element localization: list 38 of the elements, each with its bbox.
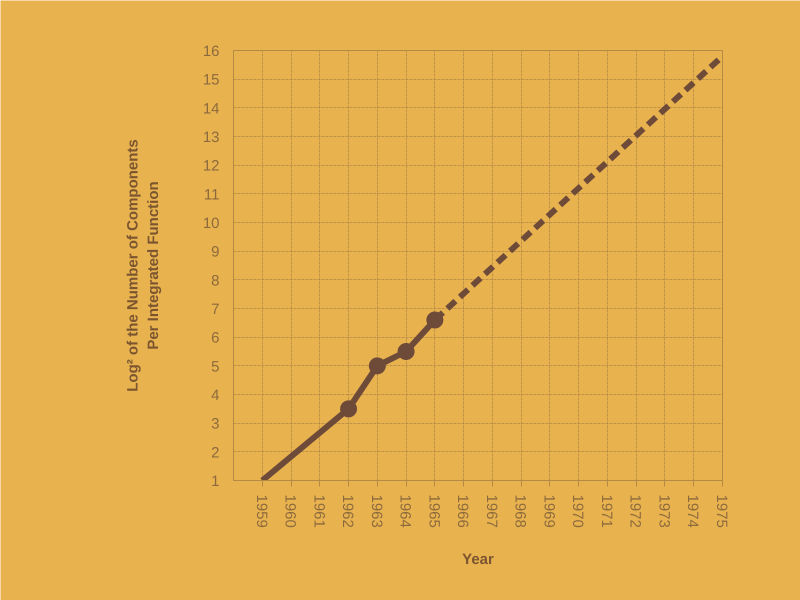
point — [340, 400, 358, 418]
point — [398, 343, 415, 360]
y-axis-title: Log² of the Number of Components Per Integrated Function — [124, 139, 162, 392]
x-tick-label: 1974 — [684, 494, 702, 528]
x-tick-label: 1966 — [454, 494, 472, 528]
x-tick-label: 1960 — [282, 494, 299, 528]
x-tick-label: 1964 — [396, 494, 414, 528]
x-tick-label: 1965 — [425, 494, 442, 528]
y-tick-label: 9 — [211, 244, 220, 261]
y-tick-label: 16 — [202, 43, 220, 60]
y-tick-label: 5 — [211, 358, 220, 376]
y-tick-label: 1 — [211, 473, 220, 490]
x-tick-label: 1962 — [339, 494, 356, 528]
x-tick-label: 1959 — [252, 494, 270, 528]
x-tick-label: 1973 — [655, 494, 672, 528]
x-tick-label: 1971 — [598, 494, 615, 528]
x-tick-label: 1963 — [368, 494, 385, 528]
y-tick-label: 12 — [202, 158, 220, 175]
y-tick-label: 15 — [202, 72, 220, 89]
x-tick-label: 1961 — [310, 494, 328, 528]
y-tick-label: 4 — [211, 387, 220, 404]
y-tick-label: 14 — [202, 100, 220, 118]
y-tick-label: 10 — [202, 215, 220, 232]
x-tick-label: 1970 — [569, 494, 586, 528]
x-tick-label: 1975 — [713, 494, 730, 528]
point — [368, 357, 386, 374]
x-axis-title: Year — [462, 550, 494, 568]
y-tick-label: 7 — [211, 301, 220, 318]
y-tick-label: 11 — [204, 186, 220, 204]
x-tick-label: 1972 — [626, 494, 644, 528]
y-tick-label: 6 — [211, 330, 220, 347]
y-tick-label: 13 — [202, 129, 220, 146]
y-tick-label: 2 — [211, 444, 220, 462]
y-tick-label: 3 — [211, 416, 220, 433]
y-tick-label: 8 — [211, 272, 220, 290]
x-tick-label: 1967 — [482, 494, 500, 528]
x-tick-label: 1968 — [512, 494, 529, 528]
x-tick-label: 1969 — [540, 494, 558, 528]
